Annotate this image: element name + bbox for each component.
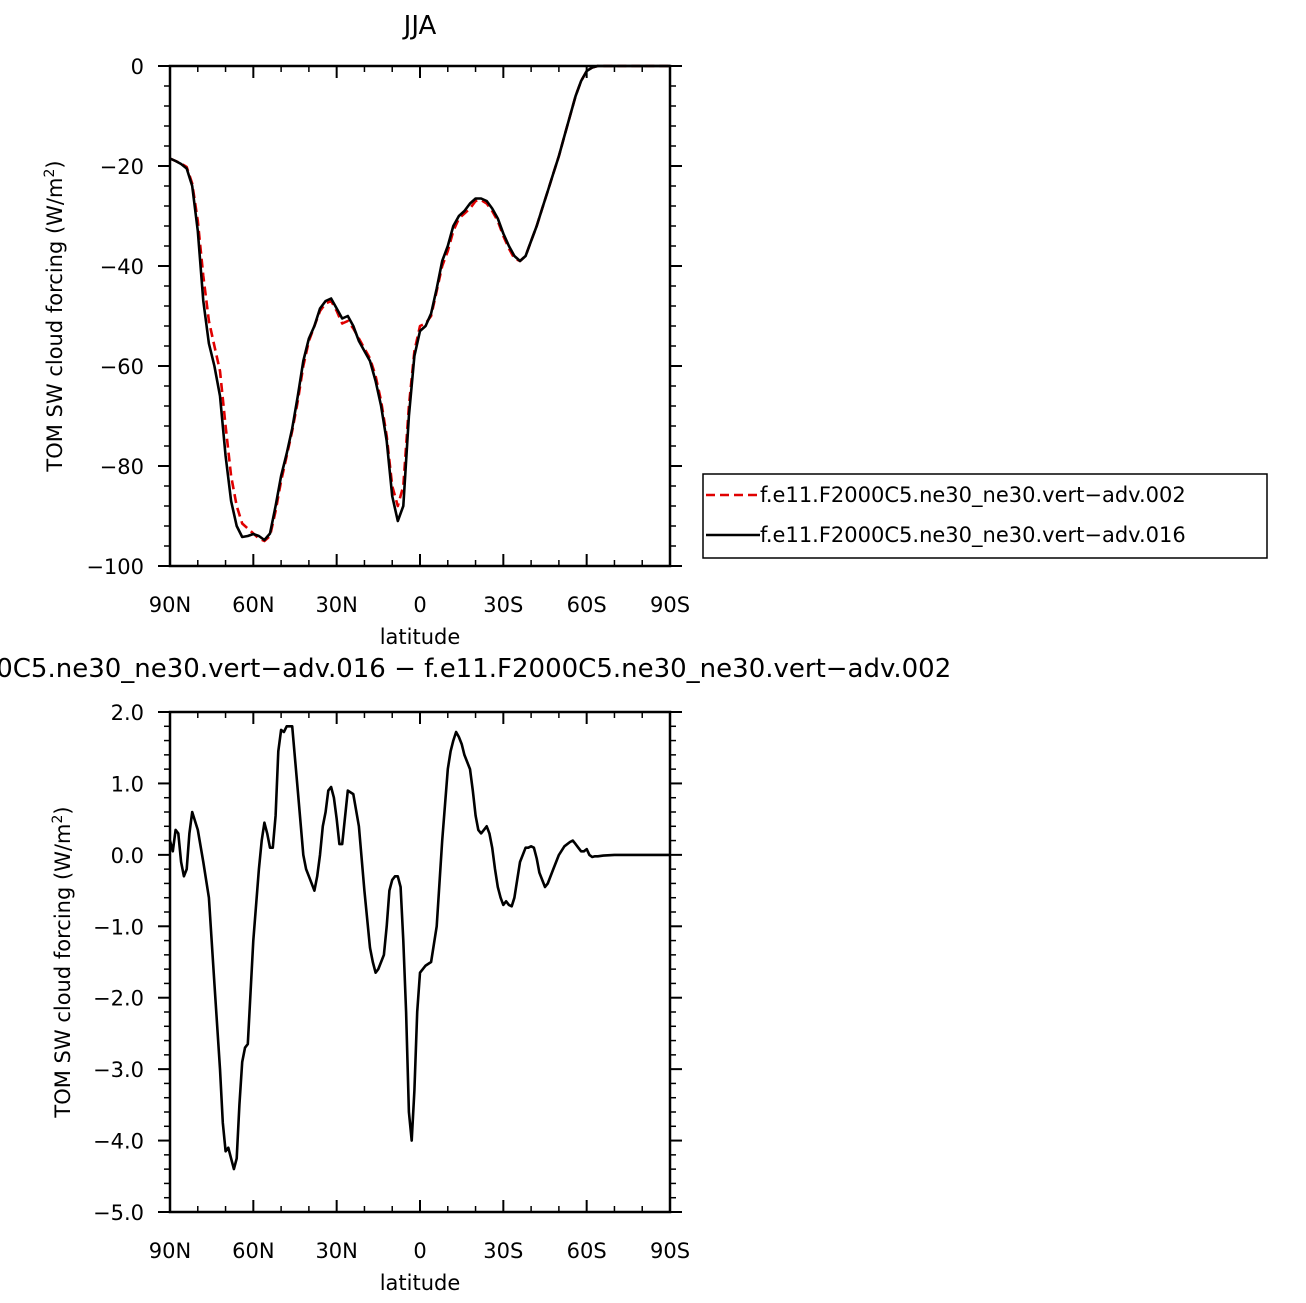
y-tick-label: −2.0 — [93, 987, 144, 1011]
y-tick-label: −4.0 — [93, 1130, 144, 1154]
series-line-2 — [169, 64, 670, 542]
top-x-axis-label: latitude — [380, 625, 461, 649]
y-tick-label: −100 — [86, 555, 144, 579]
series-line-1 — [169, 64, 670, 543]
x-tick-label: 90S — [650, 593, 690, 617]
legend-box — [702, 473, 1268, 559]
y-tick-label: −80 — [100, 455, 144, 479]
bottom-panel: f.e11.F2000C5.ne30_ne30.vert−adv.016 − f… — [0, 654, 951, 1295]
y-tick-label: 0.0 — [111, 844, 144, 868]
x-tick-label: 60S — [567, 593, 607, 617]
x-tick-label: 30N — [315, 593, 357, 617]
top-panel: JJA 90N 60N 30N 0 30S 60S 90S 0 −20 −40 −60 −80 −100… — [42, 11, 1268, 649]
series-line-1 — [168, 725, 670, 1171]
top-chart-title: JJA — [402, 11, 437, 41]
x-tick-label: 0 — [413, 1239, 426, 1263]
bottom-y-axis-label: TOM SW cloud forcing (W/m2) — [50, 806, 75, 1118]
x-tick-label: 90S — [650, 1239, 690, 1263]
legend-label-series-1: f.e11.F2000C5.ne30_ne30.vert−adv.002 — [760, 483, 1186, 508]
x-tick-label: 30S — [483, 1239, 523, 1263]
x-tick-label: 30N — [315, 1239, 357, 1263]
y-tick-label: 1.0 — [111, 772, 144, 796]
plot-frame — [168, 64, 672, 568]
y-tick-label: −3.0 — [93, 1058, 144, 1082]
y-tick-label: −5.0 — [93, 1201, 144, 1225]
y-tick-label: −20 — [100, 155, 144, 179]
x-tick-label: 0 — [413, 593, 426, 617]
plot-frame — [168, 710, 672, 1214]
x-tick-label: 90N — [149, 1239, 191, 1263]
bottom-x-axis-label: latitude — [380, 1271, 461, 1295]
top-y-axis-label: TOM SW cloud forcing (W/m2) — [42, 160, 67, 472]
x-tick-label: 60N — [232, 593, 274, 617]
bottom-chart-title: f.e11.F2000C5.ne30_ne30.vert−adv.016 − f… — [0, 654, 951, 684]
legend: f.e11.F2000C5.ne30_ne30.vert−adv.002 f.e… — [702, 473, 1268, 559]
x-tick-label: 60S — [567, 1239, 607, 1263]
y-tick-label: −1.0 — [93, 915, 144, 939]
y-tick-label: 2.0 — [111, 701, 144, 725]
x-tick-label: 90N — [149, 593, 191, 617]
y-tick-label: −40 — [100, 255, 144, 279]
x-tick-label: 60N — [232, 1239, 274, 1263]
legend-label-series-2: f.e11.F2000C5.ne30_ne30.vert−adv.016 — [760, 523, 1186, 548]
y-tick-label: 0 — [131, 55, 144, 79]
x-tick-label: 30S — [483, 593, 523, 617]
y-tick-label: −60 — [100, 355, 144, 379]
